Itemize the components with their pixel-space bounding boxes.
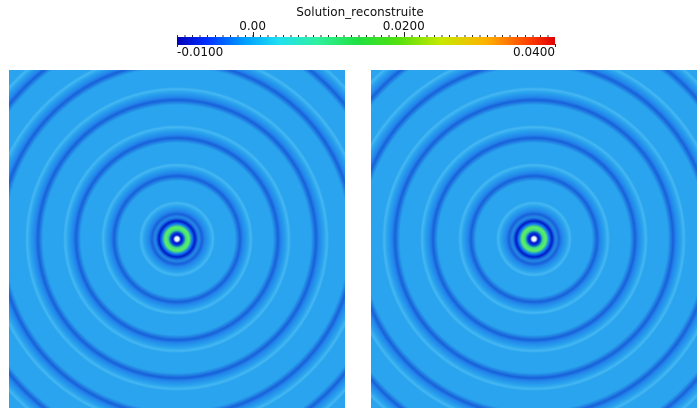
tick-mark — [555, 44, 556, 47]
tick-label: 0.0200 — [382, 19, 425, 33]
colorbar-minor-ticks — [177, 35, 555, 37]
range-label: 0.0400 — [513, 45, 555, 59]
tick-mark — [403, 32, 405, 37]
tick-mark — [177, 44, 178, 47]
tick-mark — [252, 32, 254, 37]
range-label: -0.0100 — [177, 45, 224, 59]
left-view — [9, 70, 345, 408]
colorbar — [177, 37, 555, 45]
tick-label: 0.00 — [239, 19, 266, 33]
right-view — [371, 70, 697, 408]
colorbar-title: Solution_reconstruite — [296, 5, 424, 19]
